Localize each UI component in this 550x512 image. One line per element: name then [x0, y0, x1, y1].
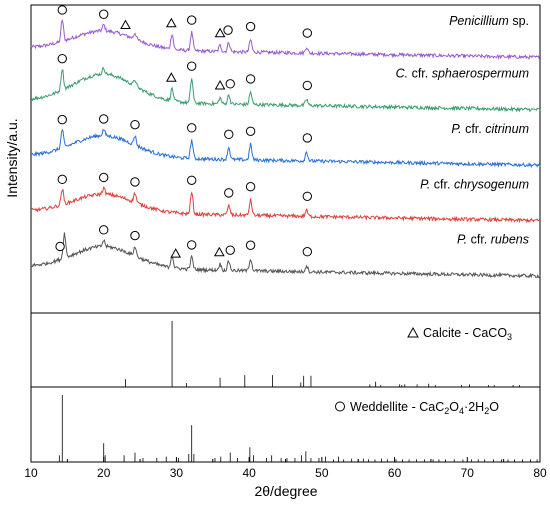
weddellite-peak-marker [245, 126, 256, 136]
x-tick-label: 40 [242, 466, 256, 480]
weddellite-peak-marker [57, 53, 67, 64]
weddellite-peak-marker [225, 79, 235, 89]
series-line-0 [30, 18, 540, 60]
weddellite-peak-marker [186, 15, 197, 25]
weddellite-peak-marker [130, 119, 140, 130]
y-axis-title: Intensity/a.u. [4, 118, 20, 197]
weddellite-peak-marker [245, 21, 256, 32]
weddellite-peak-marker [224, 129, 234, 140]
weddellite-peak-marker [224, 188, 234, 198]
calcite-peak-marker [165, 72, 177, 82]
x-tick-label: 80 [533, 466, 547, 480]
peak-markers-group [55, 5, 313, 258]
x-tick-label: 20 [97, 466, 111, 480]
calcite-reference-label: Calcite - CaCO3 [423, 326, 512, 342]
weddellite-peak-marker [57, 174, 67, 185]
weddellite-reference-label: Weddellite - CaC2​O4​·2H2​O [350, 400, 499, 416]
weddellite-peak-marker [186, 240, 197, 250]
x-tick-label: 70 [461, 466, 475, 480]
weddellite-peak-marker [302, 80, 313, 91]
weddellite-peak-marker [57, 114, 67, 125]
series-label-3: P. cfr. chrysogenum [420, 177, 529, 191]
series-label-0: Penicillium sp. [449, 14, 529, 28]
series-group [30, 18, 541, 279]
x-tick-label: 10 [24, 466, 38, 480]
weddellite-peak-marker [302, 247, 313, 257]
weddellite-peak-marker [186, 175, 197, 185]
weddellite-peak-marker [245, 182, 256, 192]
x-axis-title: 2θ/degree [254, 483, 317, 499]
weddellite-peak-marker [99, 9, 109, 19]
calcite-peak-marker [214, 80, 226, 90]
weddellite-peak-marker [302, 191, 313, 201]
weddellite-peak-marker [225, 245, 235, 255]
calcite-peak-marker [213, 246, 225, 257]
weddellite-peak-marker [99, 172, 109, 183]
weddellite-peak-marker [186, 61, 197, 71]
reference-patterns-group: Calcite - CaCO3 Weddellite - CaC2​O4​·2H2… [58, 321, 538, 462]
weddellite-peak-marker [186, 123, 197, 133]
x-tick-label: 30 [170, 466, 184, 480]
calcite-peak-marker [170, 248, 182, 258]
series-label-4: P. cfr. rubens [457, 233, 529, 247]
series-label-2: P. cfr. citrinum [451, 122, 529, 136]
weddellite-peak-marker [245, 74, 256, 84]
x-tick-label: 50 [315, 466, 329, 480]
x-axis: 10 20 30 40 50 60 70 80 [24, 457, 547, 480]
weddellite-peak-marker [55, 241, 65, 252]
x-tick-label: 60 [388, 466, 402, 480]
series-line-4 [30, 232, 541, 279]
calcite-peak-marker [120, 19, 131, 30]
series-line-1 [30, 66, 541, 113]
calcite-legend-icon [407, 326, 419, 338]
weddellite-peak-marker [302, 28, 313, 38]
calcite-peak-marker [165, 17, 177, 28]
weddellite-legend-icon [335, 401, 345, 412]
calcite-panel-frame [30, 312, 541, 388]
series-line-2 [30, 128, 541, 169]
calcite-peak-marker [214, 27, 226, 38]
weddellite-peak-marker [99, 114, 109, 124]
weddellite-peak-marker [99, 225, 109, 235]
series-labels-group: Penicillium sp. C. cfr. sphaerospermum P. … [396, 14, 529, 247]
series-line-3 [30, 186, 541, 224]
weddellite-peak-marker [245, 240, 256, 250]
series-label-1: C. cfr. sphaerospermum [396, 66, 529, 80]
weddellite-peak-marker [130, 230, 140, 241]
weddellite-peak-marker [57, 5, 67, 15]
weddellite-panel-frame [30, 386, 541, 463]
weddellite-peak-marker [302, 133, 313, 143]
weddellite-peak-marker [223, 25, 233, 35]
weddellite-peak-marker [130, 177, 140, 187]
